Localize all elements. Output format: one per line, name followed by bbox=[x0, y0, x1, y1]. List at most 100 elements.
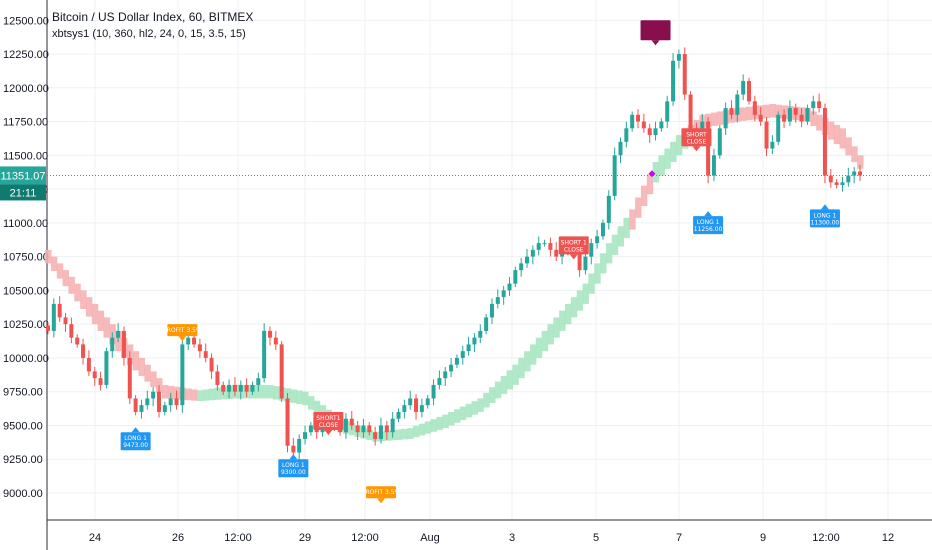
band-segment bbox=[161, 384, 169, 399]
signal-arrow bbox=[324, 429, 333, 435]
candle-body bbox=[653, 128, 658, 136]
x-tick-label: 12:00 bbox=[812, 532, 840, 544]
band-segment bbox=[494, 381, 502, 399]
band-segment bbox=[401, 428, 408, 440]
signal-label: SHORT 1 bbox=[561, 239, 587, 246]
candle-body bbox=[297, 438, 302, 453]
candle-body bbox=[238, 384, 243, 392]
candle-body bbox=[180, 344, 185, 406]
y-tick-label: 9500.00 bbox=[3, 420, 43, 432]
candle-body bbox=[367, 425, 372, 433]
candle-body bbox=[822, 108, 827, 176]
candle-body bbox=[817, 101, 822, 109]
signal-arrow bbox=[569, 254, 578, 260]
signal-sublabel: 9300.00 bbox=[281, 469, 306, 476]
band-segment bbox=[272, 386, 280, 400]
candle-body bbox=[840, 182, 845, 186]
candle-body bbox=[688, 94, 693, 129]
band-segment bbox=[418, 423, 426, 436]
candle-body bbox=[513, 270, 518, 284]
candle-body bbox=[630, 114, 635, 129]
y-tick-label: 11500.00 bbox=[3, 150, 48, 162]
candle-body bbox=[828, 175, 833, 183]
candle-body bbox=[162, 405, 167, 412]
candle-body bbox=[647, 128, 652, 136]
signal-tag-long bbox=[278, 459, 309, 478]
band-segment bbox=[424, 421, 432, 434]
candle-body bbox=[729, 108, 734, 115]
candle-body bbox=[466, 344, 471, 352]
band-segment bbox=[810, 111, 817, 127]
candle-body bbox=[168, 398, 173, 406]
candle-body bbox=[396, 411, 401, 419]
candle-body bbox=[542, 243, 547, 245]
band-segment bbox=[167, 385, 175, 399]
band-segment bbox=[652, 162, 660, 183]
band-segment bbox=[91, 303, 99, 325]
band-segment bbox=[629, 209, 636, 230]
band-segment bbox=[430, 419, 438, 432]
band-segment bbox=[448, 411, 455, 426]
y-tick-label: 11000.00 bbox=[3, 218, 48, 230]
candle-body bbox=[782, 114, 787, 122]
candle-body bbox=[606, 195, 611, 223]
candle-body bbox=[735, 94, 740, 115]
signal-label: LONG 1 bbox=[814, 212, 837, 219]
candle-body bbox=[636, 114, 641, 122]
candle-body bbox=[267, 330, 272, 338]
band-segment bbox=[97, 310, 105, 331]
band-segment bbox=[132, 351, 140, 371]
candle-body bbox=[536, 243, 541, 250]
band-segment bbox=[711, 112, 718, 127]
y-tick-label: 10500.00 bbox=[3, 285, 49, 297]
candle-body bbox=[665, 101, 670, 122]
band-segment bbox=[483, 392, 490, 408]
candle-body bbox=[548, 243, 553, 250]
band-segment bbox=[646, 173, 654, 195]
band-segment bbox=[103, 317, 110, 338]
candle-body bbox=[116, 330, 121, 338]
signal-label: LONG 1 bbox=[124, 435, 147, 442]
band-segment bbox=[582, 283, 589, 304]
candle-body bbox=[805, 108, 810, 122]
chart-title: Bitcoin / US Dollar Index, 60, BITMEX bbox=[52, 10, 254, 24]
candle-body bbox=[846, 175, 851, 183]
band-segment bbox=[664, 148, 671, 169]
y-tick-label: 12250.00 bbox=[3, 49, 49, 61]
candle-body bbox=[717, 128, 722, 156]
candle-body bbox=[454, 357, 459, 365]
signal-tag-top bbox=[640, 20, 671, 41]
candle-body bbox=[46, 325, 50, 331]
candle-body bbox=[519, 263, 524, 271]
x-tick-label: Aug bbox=[420, 532, 440, 544]
band-segment bbox=[658, 155, 665, 176]
candle-body bbox=[437, 378, 442, 385]
band-segment bbox=[816, 114, 823, 131]
candle-body bbox=[495, 297, 500, 304]
candle-body bbox=[250, 384, 255, 392]
band-segment bbox=[56, 263, 64, 279]
band-segment bbox=[541, 330, 549, 352]
y-tick-label: 12500.00 bbox=[3, 15, 49, 27]
signal-tag-long bbox=[809, 209, 840, 228]
candle-body bbox=[197, 344, 202, 352]
band-segment bbox=[407, 428, 414, 439]
candle-body bbox=[384, 425, 389, 433]
band-segment bbox=[208, 388, 216, 401]
candle-body bbox=[349, 418, 354, 426]
diamond-marker: ◆ bbox=[649, 168, 656, 178]
candle-body bbox=[711, 155, 716, 176]
signal-sublabel: CLOSE bbox=[319, 422, 339, 429]
candle-body bbox=[361, 425, 366, 433]
band-segment bbox=[313, 400, 321, 415]
x-tick-label: 12:00 bbox=[224, 532, 252, 544]
band-segment bbox=[506, 370, 514, 390]
band-segment bbox=[261, 384, 268, 399]
band-segment bbox=[512, 364, 519, 385]
candle-body bbox=[747, 81, 752, 102]
candle-body bbox=[92, 371, 97, 379]
candle-body bbox=[203, 351, 208, 358]
candle-body bbox=[121, 330, 126, 358]
band-segment bbox=[535, 337, 543, 358]
